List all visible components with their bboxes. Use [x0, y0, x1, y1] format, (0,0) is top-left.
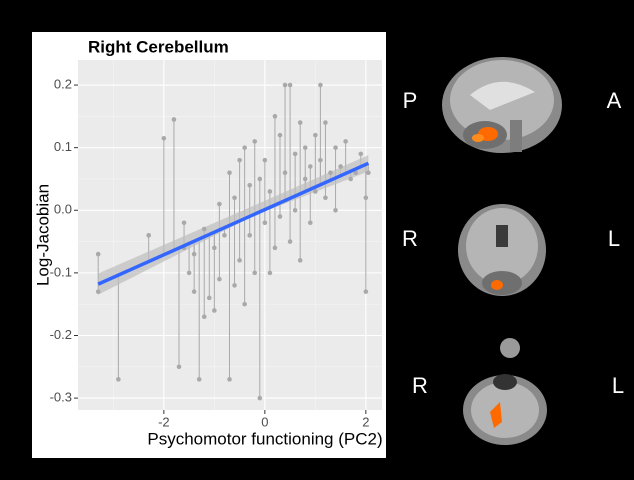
orientation-label: L	[608, 226, 620, 251]
scatter-point	[95, 251, 101, 257]
scatter-point	[343, 139, 348, 144]
scatter-point	[302, 145, 308, 150]
orientation-label: L	[612, 373, 624, 398]
scatter-point	[227, 170, 232, 176]
scatter-point	[232, 195, 237, 201]
scatter-point	[247, 233, 252, 238]
scatter-point	[358, 151, 364, 157]
scatter-point	[237, 258, 242, 263]
scatter-point	[297, 258, 303, 263]
plot-layer: -2 0 2 -0.3 -0.2 -0.1 0.0 0.1 0.2	[50, 60, 382, 429]
scatter-point	[191, 289, 197, 294]
chart-title: Right Cerebellum	[88, 37, 229, 56]
scatter-point	[242, 301, 247, 307]
scatter-point	[313, 189, 318, 194]
y-tick-label: 0.2	[54, 76, 72, 91]
x-axis-title: Psychomotor functioning (PC2)	[147, 429, 382, 448]
scatter-point	[318, 157, 323, 163]
plot-background	[78, 60, 382, 410]
brain-coronal	[458, 204, 546, 296]
scatter-point	[146, 233, 151, 238]
scatter-point	[232, 283, 237, 288]
scatter-point	[318, 82, 323, 88]
scatter-point	[181, 220, 187, 226]
orientation-label: P	[403, 88, 418, 113]
scatter-point	[292, 207, 298, 213]
scatter-point	[307, 164, 313, 169]
scatter-point	[282, 82, 288, 88]
scatter-point	[217, 276, 222, 282]
scatter-point	[247, 182, 252, 188]
scatter-point	[222, 233, 227, 238]
scatter-point	[353, 170, 359, 176]
scatter-point	[323, 195, 328, 201]
scatter-point	[252, 270, 258, 276]
fit-line	[97, 161, 370, 286]
scatter-point	[171, 117, 177, 122]
scatter-point	[252, 139, 258, 144]
scatter-point	[297, 120, 303, 125]
scatter-point	[217, 201, 222, 207]
scatter-point	[201, 226, 207, 232]
y-axis-title: Log-Jacobian	[33, 184, 52, 286]
x-tick-label: -2	[158, 414, 170, 429]
scatter-point	[292, 151, 298, 157]
scatter-point	[363, 289, 369, 294]
orientation-label: R	[402, 226, 418, 251]
scatter-point	[267, 189, 273, 194]
scatter-point	[277, 132, 283, 138]
scatter-point	[272, 114, 278, 119]
y-tick-label: 0.0	[54, 202, 72, 217]
scatter-point	[287, 82, 293, 88]
scatter-point	[257, 176, 263, 182]
scatter-point	[206, 295, 212, 301]
scatter-point	[307, 220, 313, 226]
x-tick-label: 0	[261, 414, 268, 429]
scatter-point	[161, 135, 167, 141]
scatter-point	[366, 170, 371, 176]
y-tick-label: 0.1	[54, 139, 72, 154]
scatter-point	[348, 176, 353, 182]
scatter-point	[262, 220, 268, 226]
scatter-point	[287, 239, 293, 244]
scatter-point	[176, 364, 182, 370]
scatter-point	[257, 395, 263, 401]
scatter-point	[201, 314, 207, 320]
scatter-point	[262, 157, 268, 163]
y-tick-label: -0.2	[50, 327, 72, 342]
scatter-point	[267, 270, 273, 276]
scatter-point	[196, 377, 202, 382]
scatter-point	[272, 245, 278, 251]
scatter-point	[333, 207, 338, 213]
scatter-point	[282, 170, 288, 176]
scatter-point	[95, 289, 101, 294]
y-tick-label: -0.1	[50, 264, 72, 279]
scatter-point	[323, 120, 328, 125]
scatter-point	[116, 377, 121, 382]
x-tick-label: 2	[362, 414, 369, 429]
scatter-point	[333, 145, 338, 150]
scatter-point	[338, 164, 343, 169]
scatter-point	[277, 214, 283, 219]
scatter-point	[186, 270, 192, 276]
scatter-point	[212, 308, 217, 313]
scatter-point	[242, 145, 247, 150]
scatter-point	[328, 170, 333, 176]
brain-axial	[463, 338, 547, 445]
scatter-point	[313, 132, 318, 138]
scatter-point	[302, 176, 308, 182]
scatter-point	[363, 195, 369, 201]
scatter-point	[212, 245, 217, 251]
orientation-label: A	[607, 88, 622, 113]
scatter-point	[191, 251, 197, 257]
scatter-point	[227, 377, 232, 382]
y-tick-label: -0.3	[50, 390, 72, 405]
scatter-point	[237, 157, 242, 163]
brain-sagittal	[442, 57, 562, 153]
orientation-label: R	[412, 373, 428, 398]
